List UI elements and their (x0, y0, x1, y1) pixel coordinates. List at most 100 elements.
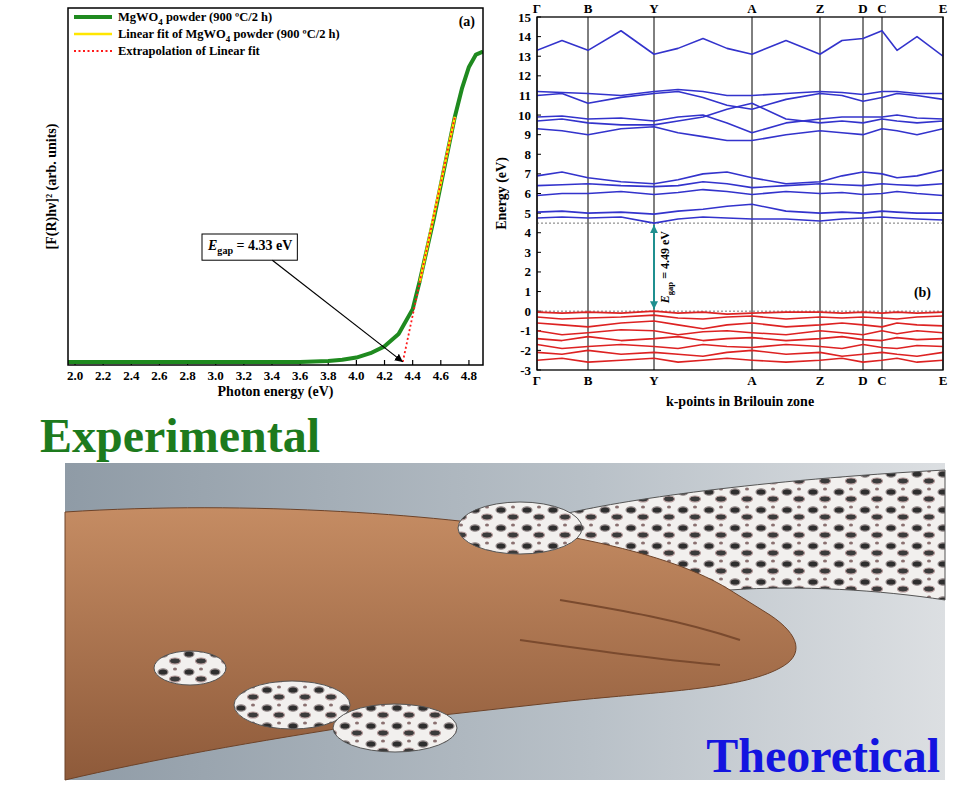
band-line (537, 190, 943, 196)
y-tick-label: 12 (518, 68, 531, 83)
gap-subscript: gap (217, 245, 233, 256)
legend-swatch (74, 33, 112, 36)
gap-value: = 4.33 eV (233, 238, 292, 253)
legend: MgWO4 powder (900 ºC/2 h)Linear fit of M… (74, 10, 340, 58)
x-tick-label: 3.4 (264, 368, 281, 383)
y-tick-label: 2 (525, 264, 532, 279)
textured-finger (333, 704, 457, 752)
x-tick-label: 2.4 (123, 368, 140, 383)
y-tick-label: 10 (518, 108, 531, 123)
y-tick-label: 9 (525, 127, 532, 142)
x-tick-label: 3.2 (236, 368, 252, 383)
y-tick-label: 7 (525, 166, 532, 181)
x-tick-label: Γ (533, 373, 541, 388)
k-point-line (752, 17, 753, 370)
legend-swatch (74, 15, 112, 19)
x-tick-label-top: Z (816, 1, 825, 16)
x-axis-title: Photon energy (eV) (218, 384, 334, 400)
text-part: powder (900 ºC/2 h) (163, 10, 272, 24)
x-tick-label: 4.2 (376, 368, 392, 383)
band-line (537, 321, 943, 329)
x-tick-label: 4.4 (405, 368, 422, 383)
x-tick-label: 3.6 (292, 368, 309, 383)
text-part: Linear fit of MgWO (118, 27, 226, 41)
series-line (68, 51, 483, 361)
annotation-arrow (272, 260, 402, 362)
y-tick-label: -3 (520, 363, 531, 378)
knuckle-line (520, 640, 720, 665)
plot-a-marks (68, 51, 483, 361)
annotation-text: Egap = 4.33 eV (207, 238, 292, 256)
y-tick-label: 13 (518, 49, 532, 64)
band-line (537, 127, 943, 141)
x-tick-label: 4.8 (461, 368, 478, 383)
x-tick-label: A (747, 373, 757, 388)
x-tick-label: 4.6 (433, 368, 450, 383)
plot-area (537, 17, 943, 370)
text-part: MgWO (118, 10, 159, 24)
caption-experimental: Experimental (40, 409, 320, 462)
x-tick-label: Y (649, 373, 659, 388)
text-part: powder (900 ºC/2 h) (230, 27, 339, 41)
x-tick-label: 2.8 (179, 368, 196, 383)
band-line (537, 330, 943, 335)
plot-frame (537, 17, 943, 370)
plot-b-marks (537, 31, 943, 362)
x-tick-label: Z (816, 373, 825, 388)
panel-a: 2.02.22.42.62.83.03.23.43.63.84.04.24.44… (44, 8, 483, 400)
panel-b: -3-2-10123456789101112131415ΓΓBBYYAAZZDD… (494, 1, 947, 409)
x-tick-label-top: E (939, 1, 948, 16)
x-tick-label: 4.0 (348, 368, 364, 383)
x-tick-label-top: Y (649, 1, 659, 16)
band-line (537, 90, 943, 96)
plot-area (68, 8, 483, 365)
x-tick-label-top: B (584, 1, 593, 16)
band-line (537, 31, 943, 56)
human-arm (65, 508, 796, 780)
y-tick-label: 6 (525, 186, 532, 201)
y-tick-label: 11 (519, 88, 531, 103)
band-line (537, 217, 943, 223)
band-line (537, 170, 943, 184)
legend-label: Linear fit of MgWO4 powder (900 ºC/2 h) (118, 27, 340, 44)
band-line (537, 115, 943, 133)
gap-symbol: E (207, 238, 217, 253)
x-tick-label: D (858, 373, 867, 388)
knuckle-line (560, 600, 740, 640)
x-axis-title: k-points in Brilouin zone (666, 394, 814, 409)
band-line (537, 350, 943, 356)
x-tick-label: 2.2 (95, 368, 111, 383)
x-tick-label: 2.0 (67, 368, 83, 383)
band-line (537, 345, 943, 349)
y-axis-title: [F(R)hν]² (arb. units) (44, 123, 60, 249)
y-tick-label: 5 (525, 206, 532, 221)
panel-label: (b) (914, 285, 931, 301)
caption-theoretical: Theoretical (706, 729, 940, 782)
text-part: Extrapolation of Linear fit (118, 44, 261, 58)
legend-label: MgWO4 powder (900 ºC/2 h) (118, 10, 272, 27)
band-line (537, 315, 943, 319)
reference-line (537, 223, 943, 224)
annotation: Egap = 4.33 eV (202, 234, 403, 362)
y-axis-title: Energy (eV) (494, 157, 510, 230)
y-tick-label: -1 (520, 323, 531, 338)
x-tick-label: C (877, 373, 886, 388)
y-tick-label: 14 (518, 29, 532, 44)
y-tick-label: 8 (525, 147, 532, 162)
annotation-box (202, 234, 297, 260)
x-tick-label: B (584, 373, 593, 388)
legend-swatch (74, 50, 112, 52)
gap-value: = 4.49 eV (658, 231, 672, 282)
band-line (537, 182, 943, 188)
band-line (537, 337, 943, 341)
textured-finger (154, 651, 226, 685)
band-line (537, 204, 943, 214)
gap-label: Egap = 4.49 eV (658, 231, 675, 305)
y-tick-label: 3 (525, 245, 532, 260)
gap-arrow (653, 225, 655, 309)
y-tick-label: 0 (525, 304, 532, 319)
x-tick-label-top: D (858, 1, 867, 16)
legend-label: Extrapolation of Linear fit (118, 44, 261, 58)
y-tick-label: 1 (525, 284, 532, 299)
x-tick-label-top: A (747, 1, 757, 16)
